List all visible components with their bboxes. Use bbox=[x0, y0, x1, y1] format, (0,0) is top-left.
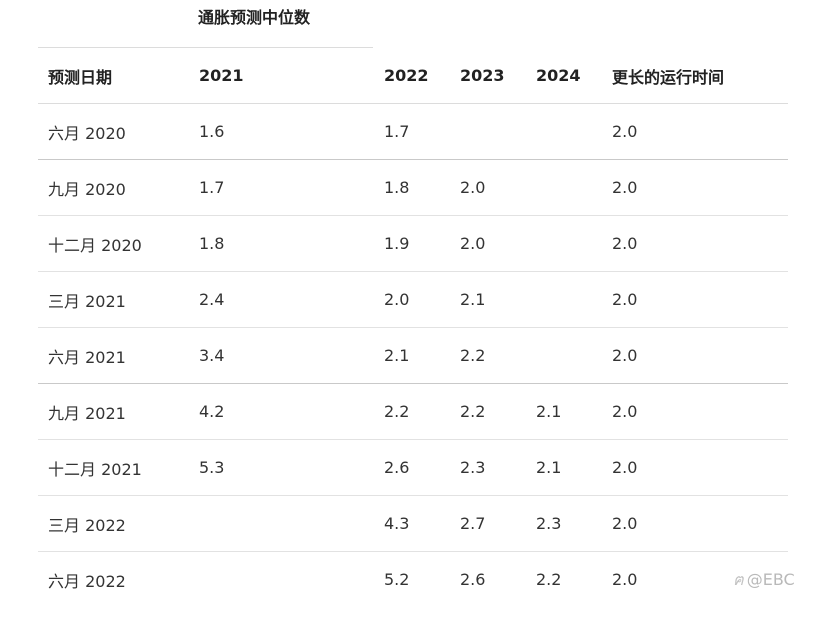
cell-2024: 2.1 bbox=[526, 383, 602, 440]
cell-forecast-date: 十二月 2021 bbox=[38, 439, 189, 496]
cell-longer-run: 2.0 bbox=[612, 570, 638, 589]
cell-longer-run: 2.0 bbox=[602, 271, 788, 328]
cell-2022: 2.2 bbox=[374, 383, 450, 440]
cell-forecast-date: 九月 2021 bbox=[38, 383, 189, 440]
cell-2023: 2.2 bbox=[450, 327, 526, 384]
cell-2024: 2.3 bbox=[526, 495, 602, 552]
cell-2021: 1.6 bbox=[189, 103, 374, 160]
cell-2023: 2.2 bbox=[450, 383, 526, 440]
cell-2024 bbox=[526, 215, 602, 272]
cell-2023: 2.0 bbox=[450, 215, 526, 272]
weibo-icon: ฅ bbox=[733, 570, 744, 589]
cell-2021: 1.8 bbox=[189, 215, 374, 272]
table-row: 六月 2020 1.6 1.7 2.0 bbox=[38, 103, 788, 160]
cell-longer-run: 2.0 bbox=[602, 103, 788, 160]
cell-2023: 2.0 bbox=[450, 159, 526, 216]
table-row: 九月 2021 4.2 2.2 2.2 2.1 2.0 bbox=[38, 383, 788, 440]
cell-forecast-date: 六月 2021 bbox=[38, 327, 189, 384]
cell-forecast-date: 九月 2020 bbox=[38, 159, 189, 216]
cell-longer-run: 2.0 bbox=[602, 159, 788, 216]
inflation-projection-table: 预测日期 2021 2022 2023 2024 更长的运行时间 六月 2020… bbox=[38, 48, 788, 607]
super-header-divider bbox=[38, 47, 373, 48]
cell-forecast-date: 三月 2021 bbox=[38, 271, 189, 328]
table-row: 六月 2022 5.2 2.6 2.2 2.0 bbox=[38, 552, 788, 608]
table-row: 三月 2022 4.3 2.7 2.3 2.0 bbox=[38, 495, 788, 552]
column-header-2021: 2021 bbox=[189, 48, 374, 104]
cell-2021: 4.2 bbox=[189, 383, 374, 440]
cell-2021: 1.7 bbox=[189, 159, 374, 216]
cell-longer-run: 2.0 bbox=[602, 495, 788, 552]
cell-longer-run: 2.0 bbox=[602, 439, 788, 496]
cell-2022: 2.0 bbox=[374, 271, 450, 328]
column-header-longer-run: 更长的运行时间 bbox=[602, 48, 788, 104]
cell-2023: 2.7 bbox=[450, 495, 526, 552]
cell-2022: 2.6 bbox=[374, 439, 450, 496]
cell-forecast-date: 十二月 2020 bbox=[38, 215, 189, 272]
column-header-forecast-date: 预测日期 bbox=[38, 48, 189, 104]
cell-2022: 4.3 bbox=[374, 495, 450, 552]
column-header-2022: 2022 bbox=[374, 48, 450, 104]
cell-2022: 1.8 bbox=[374, 159, 450, 216]
cell-2021: 5.3 bbox=[189, 439, 374, 496]
cell-longer-run: 2.0 bbox=[602, 215, 788, 272]
cell-forecast-date: 三月 2022 bbox=[38, 495, 189, 552]
cell-2023: 2.1 bbox=[450, 271, 526, 328]
cell-2021: 2.4 bbox=[189, 271, 374, 328]
cell-2021 bbox=[189, 495, 374, 552]
table-row: 十二月 2021 5.3 2.6 2.3 2.1 2.0 bbox=[38, 439, 788, 496]
cell-2022: 5.2 bbox=[384, 570, 410, 589]
watermark: ฅ @EBC bbox=[733, 570, 795, 590]
table-row: 九月 2020 1.7 1.8 2.0 2.0 bbox=[38, 159, 788, 216]
cell-2021: 3.4 bbox=[189, 327, 374, 384]
column-header-2023: 2023 bbox=[450, 48, 526, 104]
cell-2024 bbox=[526, 327, 602, 384]
cell-2023: 2.6 bbox=[460, 570, 486, 589]
column-header-2024: 2024 bbox=[526, 48, 602, 104]
cell-longer-run: 2.0 bbox=[602, 327, 788, 384]
cell-forecast-date: 六月 2020 bbox=[38, 103, 189, 160]
super-header-title: 通胀预测中位数 bbox=[198, 8, 311, 27]
cell-2021 bbox=[189, 552, 374, 608]
table-row: 六月 2021 3.4 2.1 2.2 2.0 bbox=[38, 327, 788, 384]
table-row: 三月 2021 2.4 2.0 2.1 2.0 bbox=[38, 271, 788, 328]
cell-2024 bbox=[526, 103, 602, 160]
cell-forecast-date: 六月 2022 bbox=[48, 571, 126, 591]
cell-2024: 2.2 bbox=[536, 570, 562, 589]
header-row: 预测日期 2021 2022 2023 2024 更长的运行时间 bbox=[38, 48, 788, 104]
cell-2024: 2.1 bbox=[526, 439, 602, 496]
cell-2022: 2.1 bbox=[374, 327, 450, 384]
watermark-text: @EBC bbox=[746, 570, 795, 589]
cell-2022: 1.7 bbox=[374, 103, 450, 160]
cell-2023 bbox=[450, 103, 526, 160]
cell-2024 bbox=[526, 159, 602, 216]
cell-2024 bbox=[526, 271, 602, 328]
cell-longer-run: 2.0 bbox=[602, 383, 788, 440]
cell-2022: 1.9 bbox=[374, 215, 450, 272]
table-row: 十二月 2020 1.8 1.9 2.0 2.0 bbox=[38, 215, 788, 272]
cell-2023: 2.3 bbox=[450, 439, 526, 496]
